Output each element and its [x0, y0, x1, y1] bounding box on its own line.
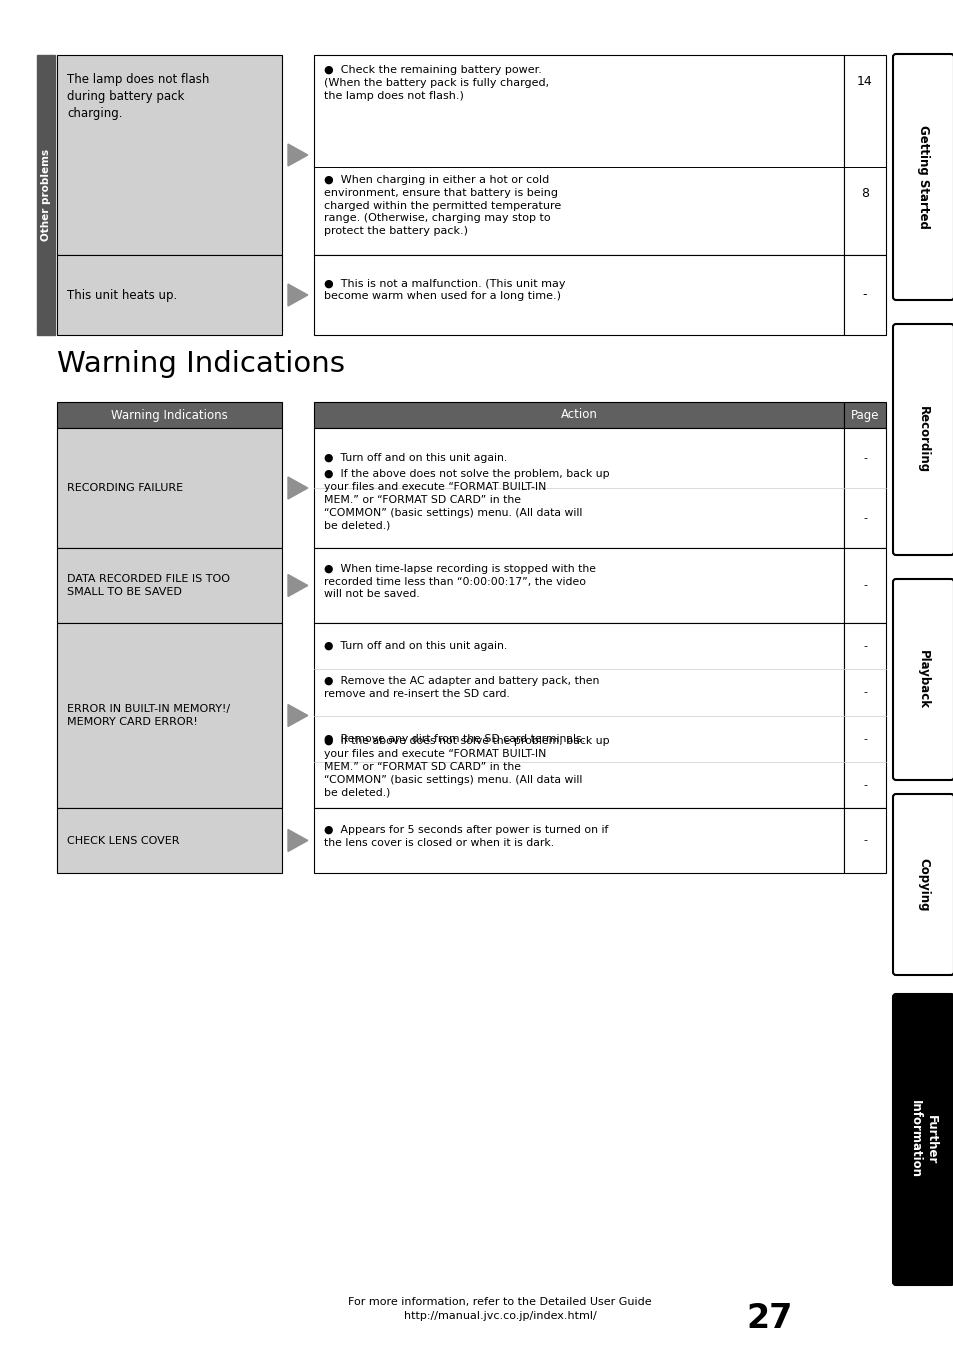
- Bar: [57, 255, 282, 335]
- Text: ●  This is not a malfunction. (This unit may
become warm when used for a long ti: ● This is not a malfunction. (This unit …: [324, 278, 565, 301]
- Text: ●  When charging in either a hot or cold
environment, ensure that battery is bei: ● When charging in either a hot or cold …: [324, 175, 560, 236]
- Bar: [37, 56, 55, 335]
- Text: -: -: [862, 581, 866, 590]
- Text: RECORDING FAILURE: RECORDING FAILURE: [67, 483, 183, 493]
- Bar: [57, 807, 282, 873]
- Polygon shape: [288, 829, 308, 851]
- Text: ●  Turn off and on this unit again.: ● Turn off and on this unit again.: [324, 641, 507, 651]
- FancyBboxPatch shape: [892, 993, 953, 1285]
- Text: ●  Check the remaining battery power.
(When the battery pack is fully charged,
t: ● Check the remaining battery power. (Wh…: [324, 65, 549, 100]
- Text: DATA RECORDED FILE IS TOO
SMALL TO BE SAVED: DATA RECORDED FILE IS TOO SMALL TO BE SA…: [67, 574, 230, 597]
- Bar: [314, 402, 843, 427]
- Text: ●  When time-lapse recording is stopped with the
recorded time less than “0:00:0: ● When time-lapse recording is stopped w…: [324, 563, 596, 600]
- Text: Recording: Recording: [916, 406, 929, 474]
- Bar: [314, 255, 843, 335]
- Text: -: -: [862, 688, 866, 697]
- Bar: [314, 427, 843, 548]
- Polygon shape: [288, 478, 308, 499]
- Bar: [57, 623, 282, 807]
- Text: ●  If the above does not solve the problem, back up
your files and execute “FORM: ● If the above does not solve the proble…: [324, 470, 609, 531]
- Text: -: -: [862, 289, 866, 301]
- Text: -: -: [862, 513, 866, 522]
- Bar: [314, 56, 843, 255]
- Bar: [314, 548, 843, 623]
- Text: Copying: Copying: [916, 858, 929, 912]
- Text: ●  Remove any dirt from the SD card terminals.: ● Remove any dirt from the SD card termi…: [324, 734, 584, 744]
- FancyBboxPatch shape: [892, 324, 953, 555]
- Bar: [57, 402, 282, 427]
- Bar: [843, 427, 885, 548]
- Text: Action: Action: [560, 408, 597, 422]
- FancyBboxPatch shape: [892, 579, 953, 780]
- Bar: [843, 548, 885, 623]
- Text: -: -: [862, 641, 866, 651]
- FancyBboxPatch shape: [892, 794, 953, 974]
- Text: -: -: [862, 453, 866, 463]
- Text: The lamp does not flash
during battery pack
charging.: The lamp does not flash during battery p…: [67, 73, 209, 119]
- Text: -: -: [862, 836, 866, 845]
- FancyBboxPatch shape: [892, 54, 953, 300]
- Polygon shape: [288, 704, 308, 726]
- Polygon shape: [288, 284, 308, 305]
- Text: ●  Turn off and on this unit again.: ● Turn off and on this unit again.: [324, 453, 507, 463]
- Text: CHECK LENS COVER: CHECK LENS COVER: [67, 836, 179, 845]
- Text: This unit heats up.: This unit heats up.: [67, 289, 177, 301]
- Bar: [843, 623, 885, 807]
- Text: -: -: [862, 780, 866, 790]
- Text: ERROR IN BUILT-IN MEMORY!/
MEMORY CARD ERROR!: ERROR IN BUILT-IN MEMORY!/ MEMORY CARD E…: [67, 704, 230, 727]
- Bar: [843, 56, 885, 255]
- Text: ●  If the above does not solve the problem, back up
your files and execute “FORM: ● If the above does not solve the proble…: [324, 737, 609, 798]
- Text: -: -: [862, 734, 866, 744]
- Bar: [314, 623, 843, 807]
- Bar: [843, 402, 885, 427]
- Text: For more information, refer to the Detailed User Guide
http://manual.jvc.co.jp/i: For more information, refer to the Detai…: [348, 1297, 651, 1320]
- Text: 27: 27: [746, 1303, 792, 1335]
- Bar: [843, 255, 885, 335]
- Bar: [843, 807, 885, 873]
- Bar: [57, 56, 282, 255]
- Polygon shape: [288, 144, 308, 166]
- Bar: [314, 807, 843, 873]
- Text: ●  Appears for 5 seconds after power is turned on if
the lens cover is closed or: ● Appears for 5 seconds after power is t…: [324, 825, 608, 848]
- Text: Playback: Playback: [916, 650, 929, 708]
- Text: Warning Indications: Warning Indications: [57, 350, 345, 379]
- Text: 8: 8: [861, 187, 868, 199]
- Bar: [57, 548, 282, 623]
- Text: Page: Page: [850, 408, 879, 422]
- Text: Other problems: Other problems: [41, 149, 51, 242]
- Text: Warning Indications: Warning Indications: [111, 408, 228, 422]
- Text: ●  Remove the AC adapter and battery pack, then
remove and re-insert the SD card: ● Remove the AC adapter and battery pack…: [324, 677, 598, 699]
- Polygon shape: [288, 574, 308, 597]
- Text: 14: 14: [856, 75, 872, 88]
- Bar: [57, 427, 282, 548]
- Text: Getting Started: Getting Started: [916, 125, 929, 229]
- Text: Further
Information: Further Information: [908, 1101, 937, 1178]
